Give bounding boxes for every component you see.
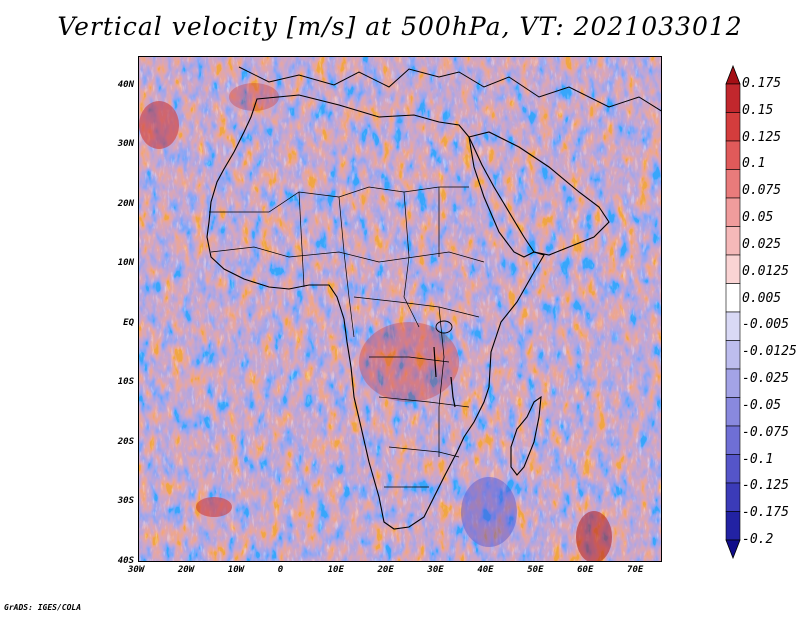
feature-congo-convection <box>359 322 459 402</box>
colorbar-tick-label: -0.1 <box>742 451 774 467</box>
colorbar-segment <box>725 169 741 199</box>
colorbar-tick-label: -0.175 <box>742 505 789 521</box>
vertical-velocity-field <box>139 57 661 561</box>
lon-label: 10E <box>327 565 344 575</box>
feature-updraft-nw <box>139 101 179 149</box>
colorbar-segment <box>725 397 741 427</box>
colorbar-tick-label: -0.075 <box>742 424 789 440</box>
lon-label: 70E <box>627 565 644 575</box>
feature-updraft-sw <box>196 497 232 517</box>
colorbar-segment <box>725 425 741 455</box>
feature-subsidence-mozambique <box>461 477 517 547</box>
lon-label: 10W <box>227 565 245 575</box>
lat-label: 30N <box>117 139 134 150</box>
colorbar-tick-label: -0.05 <box>742 397 782 413</box>
lat-label: EQ <box>123 317 134 328</box>
lat-label: 40S <box>117 556 134 566</box>
colorbar-segment <box>725 226 741 256</box>
lake-tanganyika <box>433 346 437 378</box>
lon-label: 60E <box>577 565 594 575</box>
lon-label: 50E <box>527 565 544 575</box>
colorbar-segment <box>725 340 741 370</box>
grads-credit: GrADS: IGES/COLA <box>4 603 82 612</box>
lon-label: 20W <box>177 565 195 575</box>
chart-title: Vertical velocity [m/s] at 500hPa, VT: 2… <box>57 12 743 41</box>
colorbar-tick-label: 0.075 <box>742 183 782 199</box>
colorbar-segment <box>725 311 741 341</box>
colorbar-tick-label: -0.0125 <box>742 344 797 360</box>
country-borders <box>209 186 485 488</box>
colorbar-tick-label: 0.0125 <box>742 263 789 279</box>
colorbar-tick-label: 0.15 <box>742 102 774 118</box>
lon-label: 40E <box>477 565 494 575</box>
colorbar-tick-label: 0.125 <box>742 129 782 145</box>
lake-victoria <box>435 320 453 334</box>
colorbar-segment <box>725 254 741 284</box>
lon-label: 30W <box>128 565 145 575</box>
colorbar <box>725 64 741 560</box>
colorbar-segment <box>725 112 741 142</box>
colorbar-segment <box>725 283 741 313</box>
colorbar-tick-label: 0.1 <box>742 156 766 172</box>
arabian-peninsula <box>468 131 610 256</box>
colorbar-max-arrow <box>725 64 741 85</box>
mediterranean-north-coast <box>238 66 661 112</box>
feature-morocco-updraft <box>229 83 279 111</box>
colorbar-segment <box>725 482 741 512</box>
colorbar-segment <box>725 140 741 170</box>
colorbar-segment <box>725 83 741 113</box>
africa-coastline <box>206 94 545 530</box>
colorbar-tick-label: -0.025 <box>742 371 789 387</box>
colorbar-tick-label: 0.175 <box>742 76 782 91</box>
lat-label: 40N <box>117 79 134 90</box>
field-streaks <box>139 57 661 561</box>
lon-label: 30E <box>427 565 444 575</box>
colorbar-tick-label: 0.05 <box>742 210 774 226</box>
lake-malawi <box>450 376 456 408</box>
map-panel[interactable] <box>138 56 662 562</box>
lon-label: 20E <box>377 565 394 575</box>
colorbar-segment <box>725 511 741 541</box>
madagascar <box>510 395 542 476</box>
colorbar-segment <box>725 368 741 398</box>
lat-label: 30S <box>117 496 134 507</box>
colorbar-tick-label: -0.125 <box>742 478 789 494</box>
colorbar-tick-label: -0.2 <box>742 532 774 547</box>
colorbar-min-arrow <box>725 539 741 560</box>
colorbar-segment <box>725 197 741 227</box>
lon-label: 0 <box>277 565 284 575</box>
lat-label: 10S <box>117 377 134 388</box>
feature-updraft-se <box>576 511 612 561</box>
colorbar-tick-label: -0.005 <box>742 317 789 333</box>
lat-label: 10N <box>117 258 134 269</box>
colorbar-tick-label: 0.005 <box>742 290 782 306</box>
lat-label: 20N <box>117 198 134 209</box>
lat-label: 20S <box>117 436 134 447</box>
colorbar-segment <box>725 454 741 484</box>
colorbar-tick-label: 0.025 <box>742 236 782 252</box>
